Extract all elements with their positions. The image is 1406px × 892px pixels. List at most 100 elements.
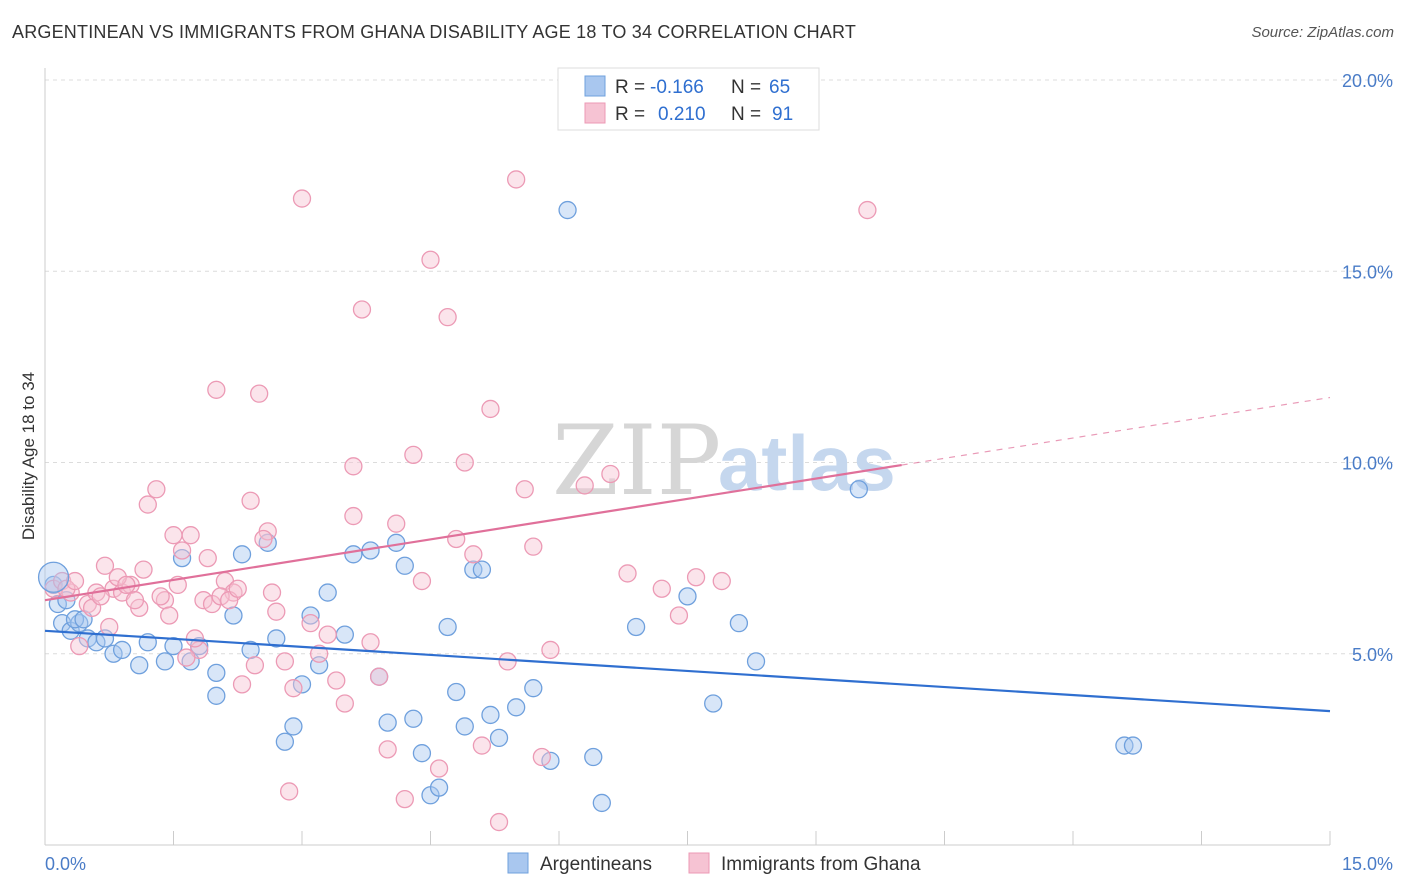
point-ghana-77 [151,587,170,606]
point-ghana-65 [686,568,706,587]
point-ghana-23 [241,491,260,510]
point-ghana-76 [134,560,153,579]
point-argentineans-17 [207,686,226,705]
legend-n-value-0: 65 [769,77,790,98]
point-ghana-72 [100,617,119,637]
point-ghana-28 [284,679,303,698]
point-argentineans-58 [849,480,868,499]
watermark-atlas: atlas [718,419,896,507]
legend-r-value-1: 0.210 [658,104,706,125]
trend-ghana-extrapolated [901,396,1331,466]
point-ghana-86 [228,579,247,598]
point-ghana-90 [279,782,299,801]
point-ghana-18 [198,548,217,568]
point-argentineans-33 [378,713,397,732]
point-argentineans-12 [164,636,183,656]
point-ghana-88 [254,529,273,549]
point-argentineans-40 [438,617,457,637]
y-axis-label: Disability Age 18 to 34 [19,372,38,540]
legend-r-value-0: -0.166 [650,77,704,98]
point-argentineans-51 [584,747,603,767]
point-ghana-43 [404,445,423,465]
point-argentineans-49 [541,751,560,770]
point-argentineans-8 [112,640,132,660]
point-ghana-39 [369,667,389,686]
point-argentineans-57 [746,652,766,671]
point-ghana-30 [301,614,320,633]
point-ghana-48 [447,529,466,549]
point-ghana-38 [361,633,380,652]
chart-title: ARGENTINEAN VS IMMIGRANTS FROM GHANA DIS… [12,22,857,42]
point-argentineans-37 [412,744,432,763]
legend-n-label-1: N = [731,104,761,125]
point-ghana-74 [117,575,136,595]
point-argentineans-48 [524,679,543,698]
point-argentineans-11 [155,652,175,671]
point-argentineans-41 [447,682,466,702]
point-ghana-26 [267,602,286,621]
point-ghana-50 [464,545,483,564]
point-argentineans-44 [472,560,492,579]
point-ghana-47 [438,307,457,327]
bottom-legend-swatch-ghana [688,852,710,874]
legend-bottom: Argentineans Immigrants from Ghana [507,852,921,875]
point-ghana-52 [481,399,500,419]
point-ghana-53 [489,812,509,832]
point-ghana-31 [309,644,329,663]
point-argentineans-53 [626,617,646,637]
point-ghana-54 [498,652,517,671]
point-argentineans-52 [592,793,611,813]
point-ghana-32 [318,625,337,644]
y-tick-label-1: 10.0% [1342,454,1393,474]
point-ghana-58 [532,747,552,767]
legend-r-label-1: R = [615,104,645,125]
point-ghana-87 [245,656,265,675]
point-argentineans-56 [729,614,749,633]
legend-n-value-1: 91 [772,104,793,125]
point-argentineans-55 [704,694,723,713]
point-ghana-22 [232,675,252,694]
point-ghana-3 [70,636,89,656]
point-ghana-49 [455,453,474,472]
trend-lines [44,396,1331,713]
point-ghana-14 [164,526,183,545]
point-ghana-45 [421,250,440,269]
point-ghana-60 [575,476,594,495]
point-ghana-41 [387,514,406,533]
legend-n-label-0: N = [731,77,761,98]
point-ghana-57 [524,537,543,556]
point-argentineans-22 [267,629,286,648]
point-ghana-59 [541,640,560,660]
x-tick-label-0: 0.0% [45,854,86,874]
point-ghana-29 [292,189,312,208]
point-ghana-12 [147,480,166,499]
point-argentineans-35 [395,556,414,575]
legend-swatch-argentineans [584,75,606,97]
point-argentineans-60 [1123,736,1143,755]
legend-swatch-ghana [584,102,606,124]
point-argentineans-24 [284,717,303,736]
point-ghana-56 [515,480,534,499]
point-ghana-61 [601,464,620,484]
y-tick-label-2: 15.0% [1342,262,1393,282]
point-argentineans-46 [489,728,509,748]
trend-ghana [44,463,902,602]
axes: 5.0% 10.0% 15.0% 20.0% 0.0% 15.0% [44,68,1393,874]
point-ghana-75 [125,591,145,610]
point-ghana-63 [652,579,671,598]
point-ghana-67 [858,200,877,220]
point-argentineans-16 [207,663,226,683]
y-tick-label-3: 20.0% [1342,71,1393,91]
y-tick-label-0: 5.0% [1352,645,1393,665]
point-ghana-82 [194,591,213,610]
point-ghana-55 [507,170,526,189]
point-ghana-33 [327,671,346,690]
point-ghana-40 [378,740,397,759]
point-argentineans-30 [344,545,363,564]
point-argentineans-23 [275,732,295,751]
point-ghana-6 [95,556,115,575]
point-ghana-27 [275,652,295,671]
bottom-legend-label-argentineans: Argentineans [540,854,652,875]
point-ghana-66 [712,571,731,591]
point-ghana-36 [344,506,363,526]
